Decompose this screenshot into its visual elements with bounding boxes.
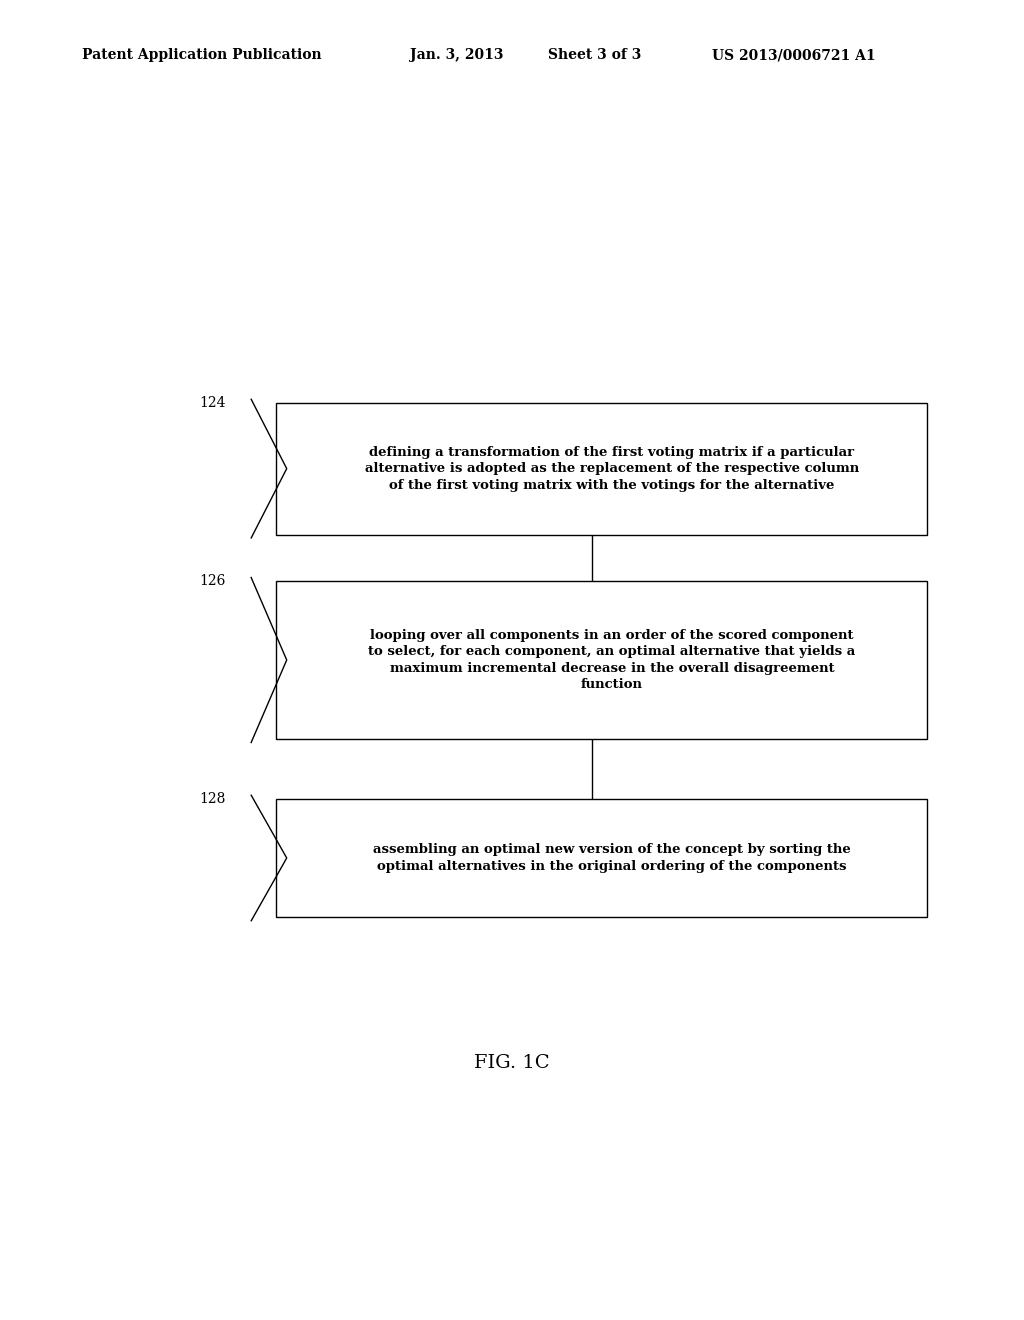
Text: 126: 126 xyxy=(200,574,226,589)
FancyBboxPatch shape xyxy=(276,581,927,739)
Text: US 2013/0006721 A1: US 2013/0006721 A1 xyxy=(712,49,876,62)
Text: defining a transformation of the first voting matrix if a particular
alternative: defining a transformation of the first v… xyxy=(365,446,859,491)
Text: Patent Application Publication: Patent Application Publication xyxy=(82,49,322,62)
Text: Sheet 3 of 3: Sheet 3 of 3 xyxy=(548,49,641,62)
Text: looping over all components in an order of the scored component
to select, for e: looping over all components in an order … xyxy=(369,628,855,692)
Text: FIG. 1C: FIG. 1C xyxy=(474,1053,550,1072)
Text: Jan. 3, 2013: Jan. 3, 2013 xyxy=(410,49,503,62)
FancyBboxPatch shape xyxy=(276,799,927,917)
Text: 124: 124 xyxy=(200,396,226,411)
Text: assembling an optimal new version of the concept by sorting the
optimal alternat: assembling an optimal new version of the… xyxy=(373,843,851,873)
Text: 128: 128 xyxy=(200,792,226,807)
FancyBboxPatch shape xyxy=(276,403,927,535)
